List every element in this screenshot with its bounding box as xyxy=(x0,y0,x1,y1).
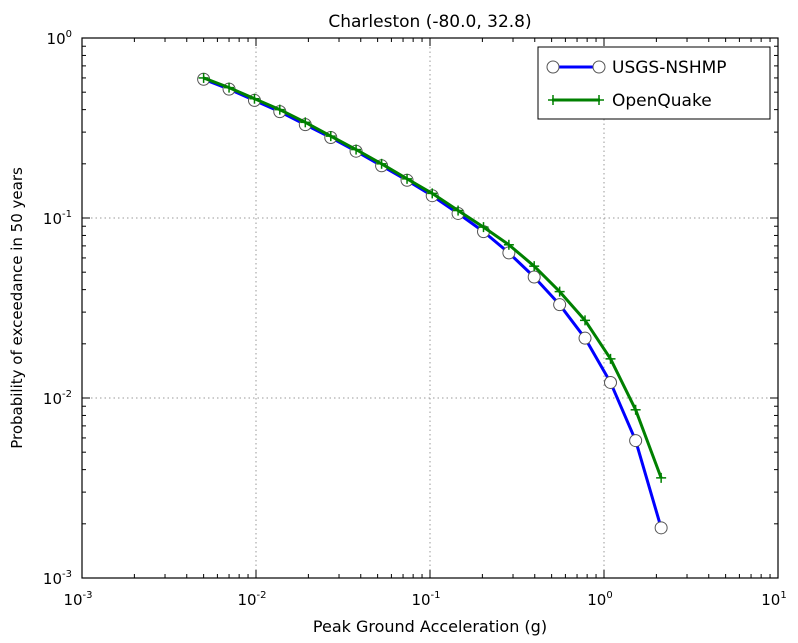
series-openquake xyxy=(198,72,667,483)
grid-lines xyxy=(82,38,778,578)
legend-marker xyxy=(548,95,558,105)
y-tick-label: 100 xyxy=(47,29,72,48)
data-point-usgs-nshmp xyxy=(553,298,567,312)
data-point-openquake xyxy=(198,72,209,83)
legend-entry-openquake: OpenQuake xyxy=(548,91,712,111)
data-point-openquake xyxy=(605,353,616,364)
data-point-openquake xyxy=(427,188,438,199)
y-tick-label: 10-2 xyxy=(43,389,72,408)
legend-box xyxy=(537,46,771,120)
data-point-openquake xyxy=(453,205,464,216)
y-axis-label: Probability of exceedance in 50 years xyxy=(8,167,26,449)
data-point-usgs-nshmp xyxy=(578,331,592,345)
series-usgs-nshmp xyxy=(197,72,668,535)
legend-marker xyxy=(546,60,560,74)
legend: USGS-NSHMP OpenQuake xyxy=(537,46,771,120)
y-tick-label: 10-1 xyxy=(43,209,72,228)
x-tick-label: 100 xyxy=(587,590,612,609)
data-point-openquake xyxy=(249,93,260,104)
x-tick-label: 101 xyxy=(761,590,786,609)
legend-entries: USGS-NSHMP OpenQuake xyxy=(546,58,727,111)
data-point-openquake xyxy=(300,117,311,128)
data-point-openquake xyxy=(351,144,362,155)
data-point-openquake xyxy=(554,286,565,297)
data-point-openquake xyxy=(274,104,285,115)
data-point-openquake xyxy=(656,472,667,483)
x-tick-label: 10-1 xyxy=(411,590,440,609)
data-point-openquake xyxy=(580,315,591,326)
legend-marker xyxy=(594,95,604,105)
series-line-usgs-nshmp xyxy=(203,77,663,529)
data-point-openquake xyxy=(325,131,336,142)
legend-label: OpenQuake xyxy=(612,91,712,111)
data-point-openquake xyxy=(630,404,641,415)
series-layer xyxy=(197,72,668,535)
axis-ticks: 10-3 10-2 10-1 100 101 10-3 10-2 10-1 100 xyxy=(43,29,787,609)
data-point-usgs-nshmp xyxy=(604,375,618,389)
data-point-openquake xyxy=(224,82,235,93)
data-point-usgs-nshmp xyxy=(527,270,541,284)
legend-label: USGS-NSHMP xyxy=(612,58,727,78)
x-axis-label: Peak Ground Acceleration (g) xyxy=(313,617,547,636)
legend-marker xyxy=(592,60,606,74)
data-point-openquake xyxy=(503,239,514,250)
legend-entry-usgs-nshmp: USGS-NSHMP xyxy=(546,58,727,78)
data-point-openquake xyxy=(376,158,387,169)
data-point-usgs-nshmp xyxy=(654,521,668,535)
data-point-openquake xyxy=(402,173,413,184)
data-point-openquake xyxy=(478,222,489,233)
y-tick-label: 10-3 xyxy=(43,569,72,588)
data-point-usgs-nshmp xyxy=(629,434,643,448)
x-tick-label: 10-2 xyxy=(237,590,266,609)
chart-title: Charleston (-80.0, 32.8) xyxy=(328,12,531,32)
series-line-openquake xyxy=(203,76,663,479)
data-point-openquake xyxy=(529,261,540,272)
x-tick-label: 10-3 xyxy=(63,590,92,609)
